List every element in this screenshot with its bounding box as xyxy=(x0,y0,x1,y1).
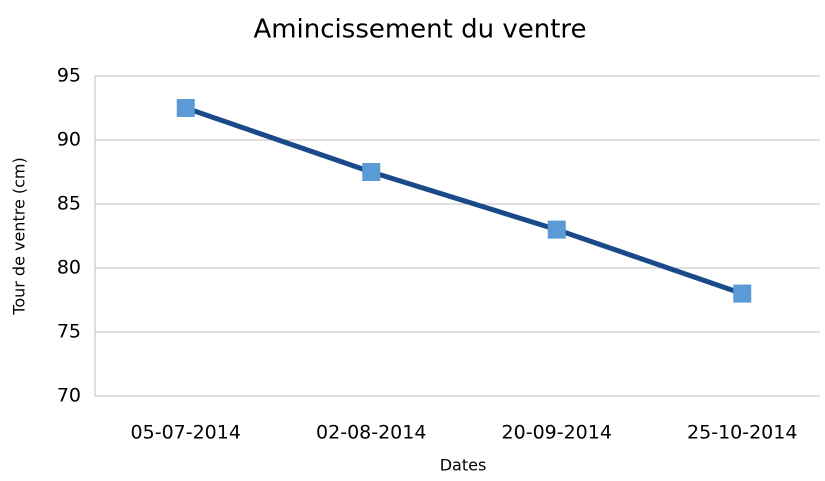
x-tick-label: 02-08-2014 xyxy=(316,422,426,444)
marker xyxy=(176,99,195,117)
chart-title: Amincissement du ventre xyxy=(253,15,586,45)
y-axis-label: Tour de ventre (cm) xyxy=(10,157,29,315)
marker xyxy=(547,220,566,239)
y-tick-label: 95 xyxy=(57,65,81,87)
y-tick-label: 85 xyxy=(57,193,81,215)
x-tick-label: 20-09-2014 xyxy=(502,422,612,444)
x-tick-label: 25-10-2014 xyxy=(687,422,797,444)
marker xyxy=(362,163,381,181)
y-tick-label: 90 xyxy=(57,129,81,151)
x-tick-label: 05-07-2014 xyxy=(131,422,241,444)
y-tick-label: 70 xyxy=(57,385,81,407)
marker xyxy=(733,284,752,303)
line xyxy=(184,105,744,296)
x-axis-label: Dates xyxy=(440,456,487,475)
y-tick-label: 75 xyxy=(57,321,81,343)
y-tick-label: 80 xyxy=(57,257,81,279)
